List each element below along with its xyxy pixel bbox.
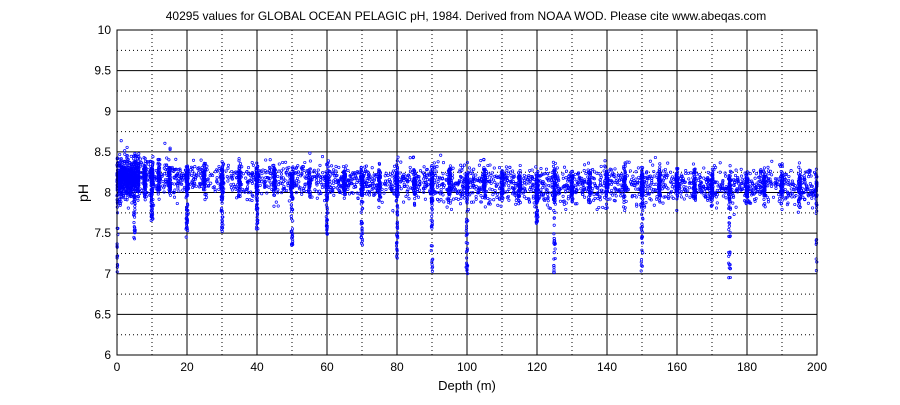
chart-title: 40295 values for GLOBAL OCEAN PELAGIC pH… xyxy=(166,9,766,23)
